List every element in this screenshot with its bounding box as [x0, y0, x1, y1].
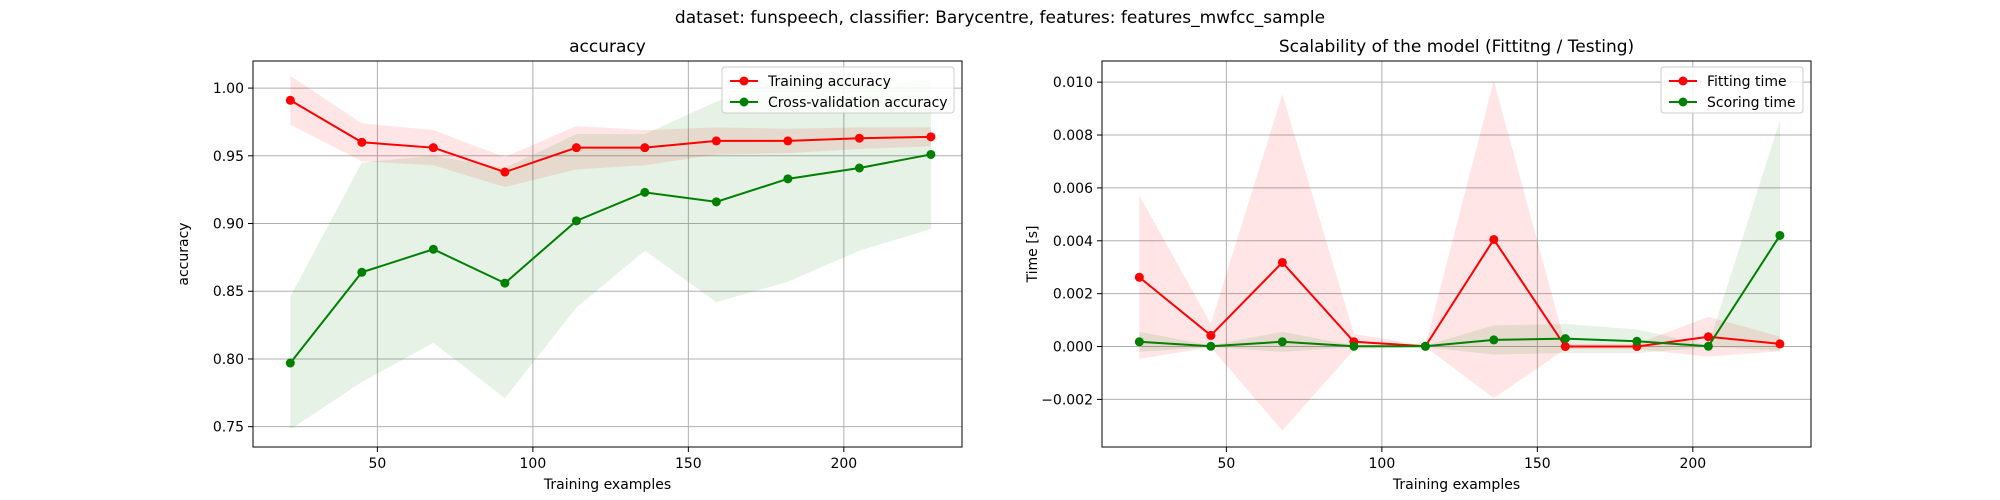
legend-label-scoring-time: Scoring time — [1707, 95, 1796, 111]
band-cross-validation-accuracy — [290, 75, 931, 430]
legend-marker-fitting-time — [1678, 76, 1688, 86]
x-tick-label: 150 — [1524, 456, 1551, 472]
data-point-fitting-time — [1134, 272, 1144, 282]
x-tick-label: 200 — [1679, 456, 1706, 472]
y-tick-label: 0.80 — [213, 352, 244, 368]
data-point-training-accuracy — [854, 133, 864, 143]
data-point-cross-validation-accuracy — [711, 197, 721, 207]
data-point-scoring-time — [1277, 337, 1287, 347]
chart-title: accuracy — [569, 37, 646, 57]
data-point-cross-validation-accuracy — [926, 149, 936, 159]
legend-box — [721, 66, 955, 114]
data-point-training-accuracy — [926, 132, 936, 142]
band-training-accuracy — [290, 75, 931, 187]
data-point-training-accuracy — [428, 143, 438, 153]
y-tick-label: 1.00 — [213, 81, 244, 97]
data-point-training-accuracy — [711, 136, 721, 146]
axes-frame — [1101, 60, 1812, 448]
y-tick-label: 0.002 — [1053, 287, 1093, 303]
axes-frame — [252, 60, 963, 448]
series-line-cross-validation-accuracy — [289, 153, 932, 364]
y-axis-label: accuracy — [176, 222, 192, 285]
data-point-fitting-time — [1277, 257, 1287, 267]
x-tick-label: 100 — [1369, 456, 1396, 472]
data-point-fitting-time — [1775, 339, 1785, 349]
data-point-training-accuracy — [640, 143, 650, 153]
y-tick-label: 0.85 — [213, 284, 244, 300]
figure-suptitle: dataset: funspeech, classifier: Barycent… — [675, 8, 1325, 28]
y-tick-label: 0.010 — [1053, 75, 1093, 91]
x-tick-label: 100 — [520, 456, 547, 472]
x-tick-label: 150 — [675, 456, 702, 472]
data-point-fitting-time — [1560, 342, 1570, 352]
accuracy-chart: 50 100 150 200 0.75 0.80 0.85 0.90 0.95 1.00 accur… — [176, 37, 963, 493]
data-point-scoring-time — [1775, 230, 1785, 240]
band-fitting-time — [1139, 80, 1780, 431]
x-axis-label: Training examples — [543, 477, 671, 493]
y-axis-label: Time [s] — [1025, 226, 1041, 284]
data-point-scoring-time — [1489, 335, 1499, 345]
series-line-scoring-time — [1139, 234, 1781, 348]
x-tick-label: 50 — [1217, 456, 1235, 472]
band-scoring-time — [1139, 120, 1780, 355]
data-point-training-accuracy — [285, 95, 295, 105]
data-point-cross-validation-accuracy — [357, 267, 367, 277]
data-point-cross-validation-accuracy — [783, 174, 793, 184]
y-tick-label: −0.002 — [1041, 392, 1093, 408]
data-point-cross-validation-accuracy — [640, 187, 650, 197]
data-point-scoring-time — [1134, 337, 1144, 347]
data-point-scoring-time — [1206, 341, 1216, 351]
data-point-training-accuracy — [357, 137, 367, 147]
legend-label-cross-validation-accuracy: Cross-validation accuracy — [768, 95, 948, 111]
data-point-fitting-time — [1703, 332, 1713, 342]
data-point-cross-validation-accuracy — [500, 278, 510, 288]
y-tick-label: 0.000 — [1053, 340, 1093, 356]
y-tick-label: 0.95 — [213, 149, 244, 165]
data-point-fitting-time — [1206, 330, 1216, 340]
data-point-cross-validation-accuracy — [285, 358, 295, 368]
data-point-fitting-time — [1489, 234, 1499, 244]
legend-label-training-accuracy: Training accuracy — [767, 74, 891, 90]
scalability-chart: 50 100 150 200 −0.002 0.000 0.002 0.004 0.006 0.0… — [1025, 37, 1812, 493]
x-tick-label: 50 — [368, 456, 386, 472]
x-axis-label: Training examples — [1392, 477, 1520, 493]
y-tick-label: 0.90 — [213, 217, 244, 233]
legend-marker-training-accuracy — [739, 76, 749, 86]
legend: Fitting time Scoring time — [1660, 66, 1804, 114]
y-tick-label: 0.004 — [1053, 234, 1093, 250]
data-point-training-accuracy — [783, 136, 793, 146]
data-point-training-accuracy — [500, 167, 510, 177]
legend-marker-scoring-time — [1678, 97, 1688, 107]
data-point-training-accuracy — [571, 143, 581, 153]
data-point-scoring-time — [1632, 336, 1642, 346]
legend: Training accuracy Cross-validation accura… — [721, 66, 955, 114]
y-tick-label: 0.008 — [1053, 128, 1093, 144]
y-tick-label: 0.75 — [213, 420, 244, 436]
series-line-training-accuracy — [289, 99, 931, 174]
data-point-cross-validation-accuracy — [854, 163, 864, 173]
data-point-scoring-time — [1349, 341, 1359, 351]
series-line-fitting-time — [1138, 237, 1781, 348]
legend-label-fitting-time: Fitting time — [1707, 74, 1787, 90]
data-point-scoring-time — [1703, 341, 1713, 351]
x-tick-label: 200 — [830, 456, 857, 472]
legend-marker-cross-validation-accuracy — [739, 97, 749, 107]
data-point-cross-validation-accuracy — [428, 244, 438, 254]
data-point-scoring-time — [1560, 334, 1570, 344]
data-point-cross-validation-accuracy — [571, 216, 581, 226]
data-point-scoring-time — [1420, 341, 1430, 351]
y-tick-label: 0.006 — [1053, 181, 1093, 197]
chart-title: Scalability of the model (Fittitng / Tes… — [1279, 37, 1634, 57]
